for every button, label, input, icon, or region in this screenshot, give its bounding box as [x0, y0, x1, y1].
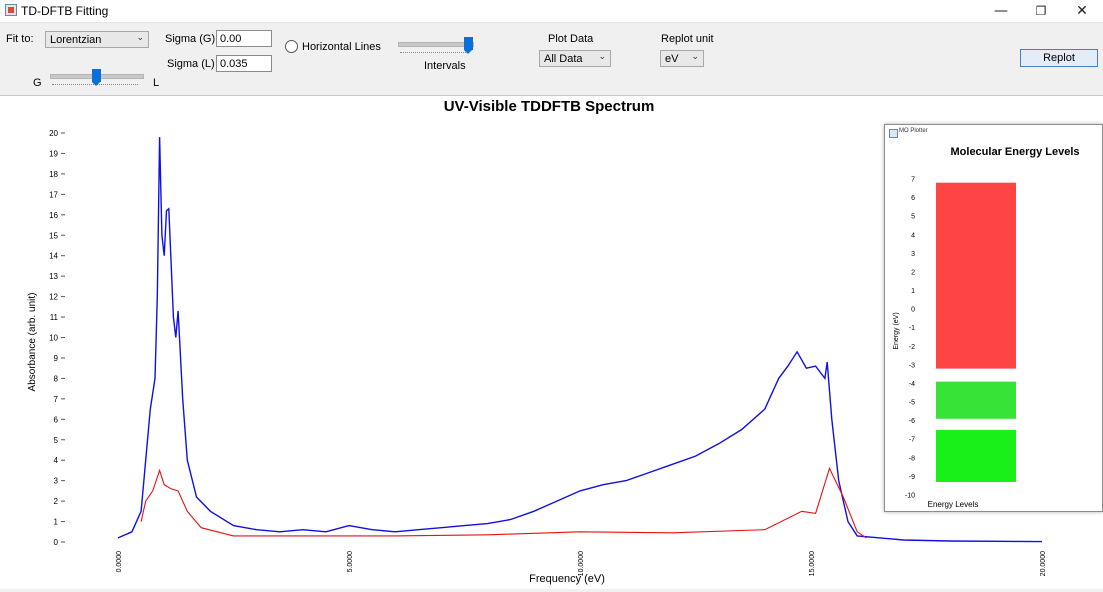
- chevron-down-icon: ⌄: [691, 51, 699, 61]
- y-tick-label: 19: [49, 149, 58, 158]
- app-icon: [5, 4, 17, 16]
- mo-y-tick-label: 6: [911, 195, 915, 202]
- y-tick-label: 10: [49, 334, 58, 343]
- mo-energy-band: [936, 429, 1016, 482]
- mo-y-axis-label: Energy (eV): [893, 312, 900, 349]
- x-tick-label: 10.0000: [578, 551, 585, 576]
- maximize-button[interactable]: ❐: [1035, 4, 1047, 18]
- mo-y-tick-label: -4: [909, 381, 915, 388]
- close-button[interactable]: ✕: [1076, 3, 1088, 19]
- mo-y-tick-label: 7: [911, 177, 915, 184]
- fit-to-select[interactable]: Lorentzian ⌄: [45, 31, 149, 48]
- plot-data-select[interactable]: All Data ⌄: [539, 50, 611, 67]
- mo-window-title: MO Plotter: [899, 128, 928, 134]
- fit-to-value: Lorentzian: [50, 34, 102, 46]
- y-tick-label: 15: [49, 231, 58, 240]
- mo-band-group: [936, 182, 1016, 482]
- mo-energy-band: [936, 182, 1016, 369]
- slider-g-label: G: [33, 77, 42, 89]
- mo-chart-title: Molecular Energy Levels: [951, 146, 1080, 158]
- plot-data-value: All Data: [544, 53, 583, 65]
- y-tick-label: 9: [54, 354, 59, 363]
- mo-y-tick-label: -1: [909, 325, 915, 332]
- y-tick-label: 12: [49, 293, 58, 302]
- horizontal-lines-radio[interactable]: [285, 40, 298, 53]
- mo-y-tick-label: 2: [911, 269, 915, 276]
- gl-slider-thumb[interactable]: [92, 69, 101, 86]
- mo-y-tick-group: 7 6 5 4 3 2 1 0 -1 -2 -3 -4 -5 -6 -7 -8 -9 -10: [905, 177, 915, 500]
- y-axis-label: Absorbance (arb. unit): [27, 293, 38, 392]
- replot-unit-select[interactable]: eV ⌄: [660, 50, 704, 67]
- x-tick-group: 0.0000 5.0000 10.0000 15.0000 20.0000: [116, 551, 1047, 576]
- x-axis-label: Frequency (eV): [529, 573, 605, 585]
- y-tick-label: 18: [49, 170, 58, 179]
- replot-button[interactable]: Replot: [1020, 49, 1098, 67]
- intervals-slider-track[interactable]: [398, 42, 474, 47]
- x-tick-label: 20.0000: [1040, 551, 1047, 576]
- y-tick-label: 2: [54, 497, 59, 506]
- y-tick-label: 0: [54, 538, 59, 547]
- y-tick-label: 14: [49, 252, 58, 261]
- mo-y-tick-label: -5: [909, 400, 915, 407]
- y-tick-label: 6: [54, 415, 59, 424]
- y-tick-label: 11: [50, 313, 59, 322]
- replot-unit-value: eV: [665, 53, 679, 65]
- y-tick-label: 13: [49, 272, 58, 281]
- series-group: [117, 137, 1043, 543]
- y-tick-label: 8: [54, 374, 59, 383]
- plot-data-label: Plot Data: [548, 33, 594, 45]
- mo-y-tick-label: -2: [909, 344, 915, 351]
- y-tick-label: 17: [49, 190, 58, 199]
- x-tick-label: 15.0000: [809, 551, 816, 576]
- chevron-down-icon: ⌄: [136, 32, 144, 42]
- y-tick-label: 20: [49, 129, 58, 138]
- horizontal-lines-label: Horizontal Lines: [302, 41, 381, 53]
- intervals-slider-thumb[interactable]: [464, 37, 473, 54]
- mo-app-icon: [889, 129, 898, 138]
- mo-y-tick-label: -6: [909, 418, 915, 425]
- y-tick-label: 5: [54, 436, 59, 445]
- mo-y-tick-label: 4: [911, 232, 915, 239]
- mo-window[interactable]: MO Plotter Molecular Energy Levels Energ…: [884, 124, 1103, 512]
- x-tick-label: 5.0000: [347, 551, 354, 573]
- sigma-g-input[interactable]: [216, 30, 272, 47]
- chart-title: UV-Visible TDDFTB Spectrum: [444, 98, 655, 115]
- mo-y-tick-label: -8: [909, 455, 915, 462]
- x-tick-label: 0.0000: [116, 551, 123, 573]
- mo-y-tick-label: 0: [911, 307, 915, 314]
- chevron-down-icon: ⌄: [598, 51, 606, 61]
- y-tick-label: 4: [54, 456, 59, 465]
- mo-y-tick-label: -3: [909, 362, 915, 369]
- mo-y-tick-label: 3: [911, 251, 915, 258]
- intervals-slider-ticks: [400, 52, 466, 55]
- fit-to-label: Fit to:: [6, 33, 34, 45]
- mo-y-tick-label: -7: [909, 437, 915, 444]
- sigma-g-label: Sigma (G): [165, 33, 216, 45]
- mo-energy-band: [936, 381, 1016, 419]
- mo-titlebar: MO Plotter: [885, 125, 1102, 141]
- replot-unit-label: Replot unit: [661, 33, 714, 45]
- window-title: TD-DFTB Fitting: [21, 4, 109, 18]
- mo-y-tick-label: 1: [911, 288, 915, 295]
- series-line: [140, 466, 867, 539]
- y-tick-label: 16: [49, 211, 58, 220]
- mo-y-tick-label: 5: [911, 214, 915, 221]
- sigma-l-input[interactable]: [216, 55, 272, 72]
- mo-x-axis-label: Energy Levels: [928, 500, 979, 509]
- spectrum-chart: UV-Visible TDDFTB Spectrum Frequency (eV…: [27, 98, 1047, 585]
- intervals-label: Intervals: [424, 60, 466, 72]
- window-titlebar: TD-DFTB Fitting — ❐ ✕: [0, 0, 1103, 23]
- minimize-button[interactable]: —: [994, 3, 1008, 19]
- y-tick-label: 7: [54, 395, 59, 404]
- mo-y-tick-label: -10: [905, 493, 915, 500]
- mo-y-tick-label: -9: [909, 474, 915, 481]
- y-tick-label: 3: [54, 477, 59, 486]
- series-line: [117, 137, 1043, 543]
- y-tick-label: 1: [54, 518, 59, 527]
- mo-chart: Molecular Energy Levels Energy (eV) Ener…: [893, 146, 1080, 509]
- slider-l-label: L: [153, 77, 160, 89]
- sigma-l-label: Sigma (L): [167, 58, 215, 70]
